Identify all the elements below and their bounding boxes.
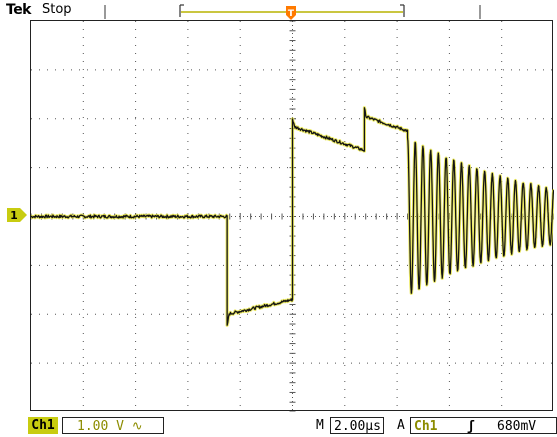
trigger-mode-label: A <box>397 418 405 433</box>
trigger-source: Ch1 <box>414 419 438 434</box>
trigger-readout[interactable]: Ch1 ʃ 680mV <box>410 417 557 434</box>
main-timebase-prefix: M <box>316 418 324 433</box>
graticule <box>30 20 554 412</box>
trigger-marker-label: T <box>288 9 295 19</box>
brand-logo: Tek <box>6 2 32 18</box>
ac-coupling-icon: ∿ <box>131 419 143 434</box>
channel-label[interactable]: Ch1 <box>28 417 58 434</box>
top-ruler <box>104 5 481 19</box>
volts-per-div-value: 1.00 V <box>77 419 124 434</box>
waveform-plot <box>31 106 554 327</box>
rising-edge-icon: ʃ <box>467 419 475 434</box>
trigger-level: 680mV <box>497 419 537 434</box>
waveform-trace <box>31 107 554 326</box>
volts-per-div-readout[interactable]: 1.00 V ∿ <box>62 417 164 434</box>
timebase-readout[interactable]: 2.00µs <box>330 417 384 434</box>
status-bar: Ch1 1.00 V ∿ M 2.00µs A Ch1 ʃ 680mV <box>0 414 557 436</box>
ch1-ground-marker[interactable]: 1 <box>7 208 27 222</box>
ch1-marker-label: 1 <box>10 209 18 222</box>
acquisition-status: Stop <box>42 2 72 17</box>
trigger-position-marker-top[interactable]: T <box>286 6 296 20</box>
